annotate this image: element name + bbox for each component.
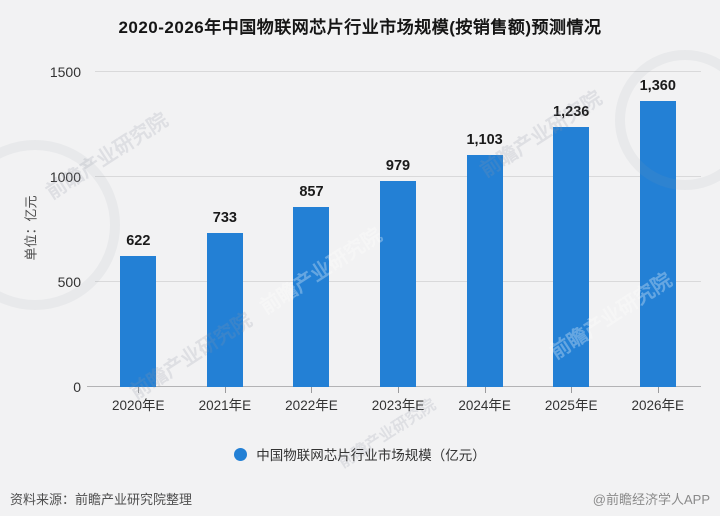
x-axis-tick: [138, 387, 140, 393]
y-tick-label: 1000: [49, 169, 81, 185]
x-tick-label: 2025年E: [544, 398, 598, 413]
bar-value-label: 857: [299, 184, 324, 201]
bar-column: 1,236: [528, 72, 615, 393]
y-axis-unit-label: 单位：亿元: [23, 195, 39, 261]
legend: 中国物联网芯片行业市场规模（亿元）: [0, 444, 720, 464]
bar: [639, 101, 676, 387]
x-tick-label: 2021年E: [198, 398, 252, 413]
bar: [206, 233, 243, 387]
bar-column: 733: [182, 72, 269, 393]
legend-label: 中国物联网芯片行业市场规模（亿元）: [256, 448, 486, 463]
x-axis-tick: [311, 387, 313, 393]
data-source-text: 资料来源：前瞻产业研究院整理: [10, 492, 193, 507]
x-axis-tick: [224, 387, 226, 393]
x-tick-label: 2023年E: [371, 398, 425, 413]
x-tick-label: 2026年E: [631, 398, 685, 413]
x-axis-tick: [484, 387, 486, 393]
bar-value-label: 1,360: [639, 78, 676, 95]
y-tick-label: 0: [73, 379, 81, 395]
bar-value-label: 733: [212, 210, 237, 227]
bar-column: 979: [355, 72, 442, 393]
y-tick-label: 1500: [49, 64, 81, 80]
bar-value-label: 622: [126, 233, 151, 250]
bar-value-label: 979: [385, 158, 411, 175]
gridline: [95, 71, 701, 72]
x-tick-label: 2022年E: [285, 398, 338, 413]
bar-value-label: 1,103: [466, 132, 503, 149]
bar: [553, 127, 590, 387]
credit-text: @前瞻经济学人APP: [592, 492, 710, 507]
bar-column: 1,103: [441, 72, 528, 393]
bar-column: 622: [95, 72, 182, 393]
chart-title: 2020-2026年中国物联网芯片行业市场规模(按销售额)预测情况: [118, 18, 602, 37]
footer: 资料来源：前瞻产业研究院整理 @前瞻经济学人APP: [10, 489, 710, 508]
bar-column: 1,360: [614, 72, 701, 393]
y-tick-label: 500: [57, 274, 81, 290]
x-axis-labels: 2020年E 2021年E 2022年E 2023年E 2024年E 2025年E 2026…: [95, 394, 701, 414]
x-axis-tick: [398, 387, 400, 393]
bar-value-label: 1,236: [553, 104, 590, 121]
bar-column: 857: [268, 72, 355, 393]
x-tick-label: 2024年E: [458, 398, 511, 413]
bar: [120, 256, 157, 387]
gridline: [95, 176, 701, 177]
x-axis-tick: [571, 387, 573, 393]
bar: [380, 181, 417, 387]
legend-marker: [234, 447, 248, 461]
x-axis-tick: [657, 387, 659, 393]
bar: [466, 155, 503, 387]
bars-layer: 622 733 857 979 1,103 1,236 1,360: [95, 72, 701, 393]
plot-area: 622 733 857 979 1,103 1,236 1,360 0 500 1000 1500: [50, 64, 701, 395]
bar: [293, 207, 330, 387]
x-tick-label: 2020年E: [112, 398, 165, 413]
